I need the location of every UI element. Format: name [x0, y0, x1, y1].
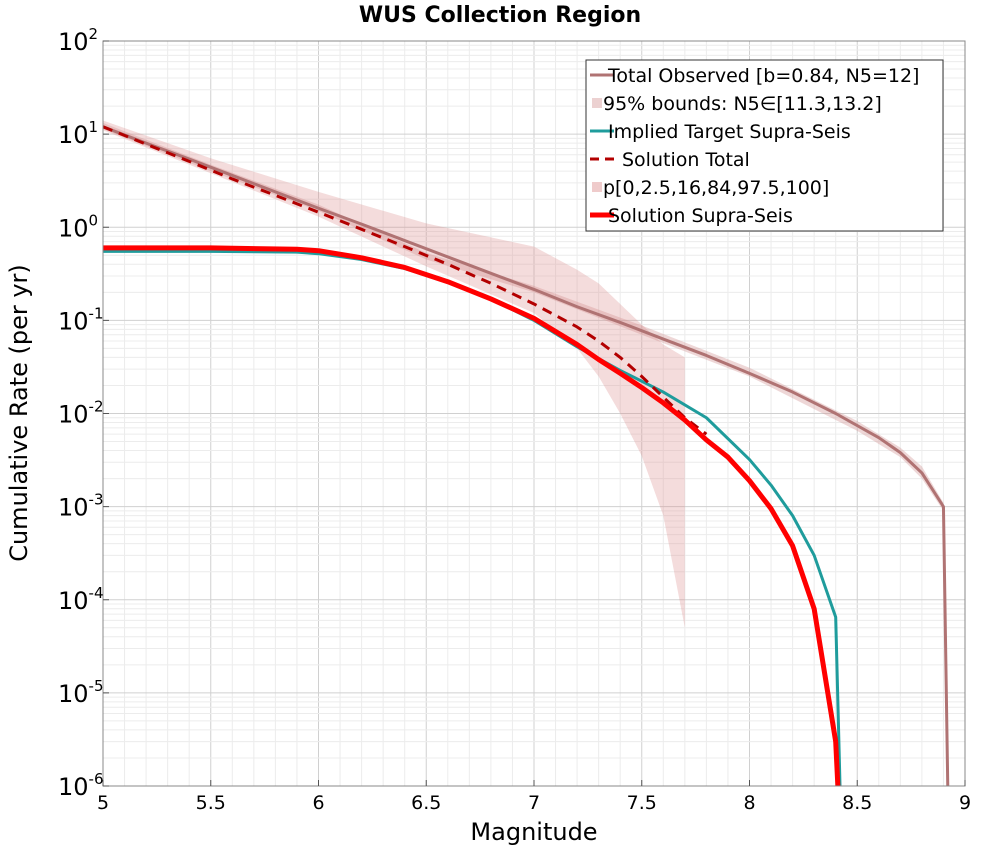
legend-swatch [592, 98, 602, 108]
x-axis: 5 5.5 6 6.5 7 7.5 8 8.5 9 [97, 780, 971, 814]
y-tick-label: 10-1 [58, 304, 104, 335]
chart-title: WUS Collection Region [359, 3, 641, 28]
y-tick-label: 101 [58, 118, 98, 149]
x-tick-label: 6.5 [411, 792, 441, 814]
y-tick-label: 10-6 [58, 770, 104, 801]
legend-label: Total Observed [b=0.84, N5=12] [607, 65, 919, 87]
y-axis-title: Cumulative Rate (per yr) [5, 264, 33, 562]
y-tick-label: 100 [58, 211, 98, 242]
y-tick-label: 10-4 [58, 584, 104, 615]
legend-label: Solution Total [622, 149, 750, 171]
y-tick-label: 10-3 [58, 491, 104, 522]
series-line-total-observed-b-0-84-n5-12 [103, 125, 950, 786]
legend-label: p[0,2.5,16,84,97.5,100] [603, 177, 829, 199]
legend-label: Implied Target Supra-Seis [608, 121, 851, 143]
x-tick-label: 6 [312, 792, 324, 814]
x-tick-label: 7.5 [627, 792, 657, 814]
legend-label: Solution Supra-Seis [608, 205, 793, 227]
legend-swatch [592, 182, 602, 192]
x-tick-label: 9 [959, 792, 971, 814]
y-axis: 10-6 10-5 10-4 10-3 10-2 10-1 100 101 102 [58, 25, 109, 801]
y-tick-label: 10-2 [58, 398, 104, 429]
x-axis-title: Magnitude [470, 818, 597, 846]
legend-label: 95% bounds: N5∈[11.3,13.2] [603, 93, 882, 115]
band-p-0-2-5-16-84-97-5-100 [103, 120, 685, 628]
x-tick-label: 8.5 [842, 792, 872, 814]
y-tick-label: 102 [58, 25, 98, 56]
x-tick-label: 8 [743, 792, 755, 814]
x-tick-label: 7 [528, 792, 540, 814]
x-tick-label: 5.5 [196, 792, 226, 814]
series-line-solution-total [103, 125, 708, 436]
legend-box [585, 59, 944, 232]
x-tick-label: 5 [97, 792, 109, 814]
lines-layer [103, 125, 950, 786]
legend: Total Observed [b=0.84, N5=12] 95% bounds… [585, 59, 944, 232]
series-line-solution-supra-seis [103, 245, 841, 786]
grid [102, 41, 966, 787]
y-tick-label: 10-5 [58, 677, 104, 708]
